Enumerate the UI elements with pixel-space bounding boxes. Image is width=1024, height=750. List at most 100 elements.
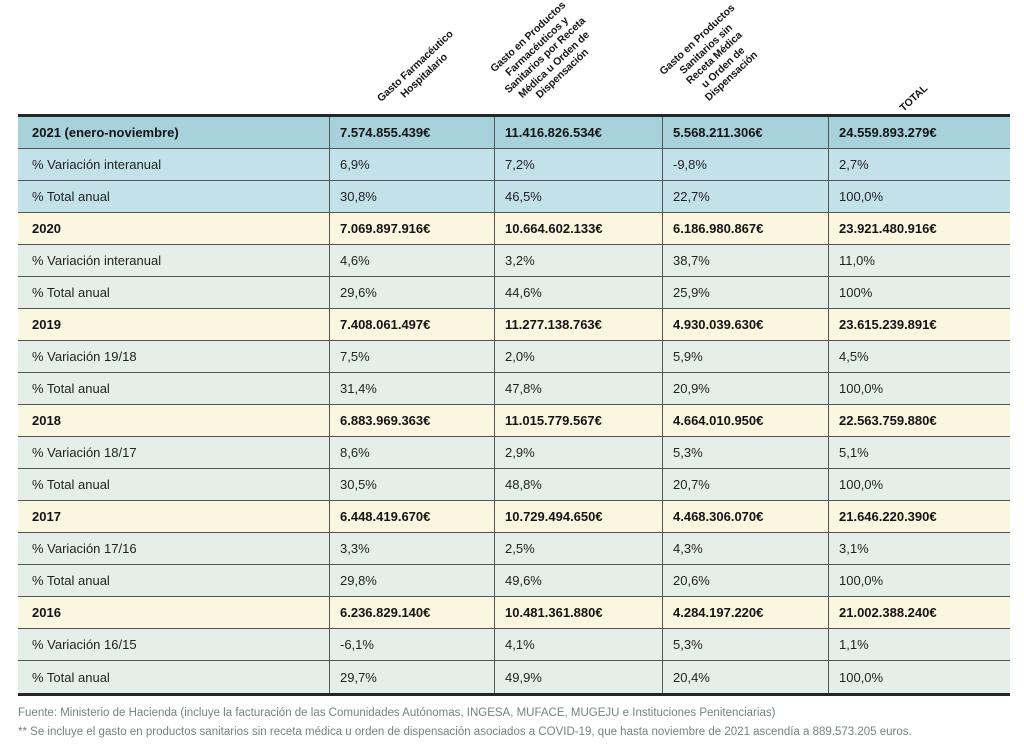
- cell-value: 20,7%: [662, 469, 828, 500]
- cell-value: 8,6%: [329, 437, 494, 468]
- row-label: % Total anual: [18, 565, 329, 596]
- row-label: % Variación 17/16: [18, 533, 329, 564]
- cell-value: 4.930.039.630€: [662, 309, 828, 340]
- cell-value: 11,0%: [828, 245, 1010, 276]
- data-row: % Variación 18/17 8,6% 2,9% 5,3% 5,1%: [18, 437, 1010, 469]
- cell-value: 2,7%: [828, 149, 1010, 180]
- row-label: % Total anual: [18, 277, 329, 308]
- cell-value: 6.883.969.363€: [329, 405, 494, 436]
- column-header-gasto-productos-sanitarios-sin-receta: Gasto en Productos Sanitarios sin Receta M…: [657, 1, 761, 104]
- cell-value: 22.563.759.880€: [828, 405, 1010, 436]
- row-label: 2016: [18, 597, 329, 628]
- cell-value: 38,7%: [662, 245, 828, 276]
- cell-value: 44,6%: [494, 277, 662, 308]
- cell-value: 11.416.826.534€: [494, 117, 662, 148]
- cell-value: 49,6%: [494, 565, 662, 596]
- row-label: % Total anual: [18, 373, 329, 404]
- data-row: % Variación interanual 6,9% 7,2% -9,8% 2,7%: [18, 149, 1010, 181]
- source-note: Fuente: Ministerio de Hacienda (incluye …: [18, 707, 776, 719]
- data-row: % Total anual 30,5% 48,8% 20,7% 100,0%: [18, 469, 1010, 501]
- column-header-gasto-productos-farmaceuticos-con-receta: Gasto en Productos Farmacéuticos y Sanitar…: [488, 0, 592, 101]
- cell-value: 4.284.197.220€: [662, 597, 828, 628]
- cell-value: 20,9%: [662, 373, 828, 404]
- cell-value: 5.568.211.306€: [662, 117, 828, 148]
- cell-value: 6.186.980.867€: [662, 213, 828, 244]
- row-label: % Variación 19/18: [18, 341, 329, 372]
- cell-value: 11.277.138.763€: [494, 309, 662, 340]
- cell-value: 11.015.779.567€: [494, 405, 662, 436]
- row-label: 2019: [18, 309, 329, 340]
- cell-value: 20,6%: [662, 565, 828, 596]
- cell-value: 46,5%: [494, 181, 662, 212]
- covid-note: ** Se incluye el gasto en productos sani…: [18, 726, 912, 738]
- cell-value: 100,0%: [828, 373, 1010, 404]
- cell-value: 5,3%: [662, 437, 828, 468]
- cell-value: 100,0%: [828, 661, 1010, 693]
- cell-value: 100,0%: [828, 469, 1010, 500]
- cell-value: 21.646.220.390€: [828, 501, 1010, 532]
- data-row: % Variación 17/16 3,3% 2,5% 4,3% 3,1%: [18, 533, 1010, 565]
- cell-value: 29,7%: [329, 661, 494, 693]
- cell-value: -6,1%: [329, 629, 494, 660]
- row-label: % Variación interanual: [18, 245, 329, 276]
- data-row: % Total anual 31,4% 47,8% 20,9% 100,0%: [18, 373, 1010, 405]
- cell-value: 47,8%: [494, 373, 662, 404]
- cell-value: 100%: [828, 277, 1010, 308]
- cell-value: 4,5%: [828, 341, 1010, 372]
- data-row: % Variación interanual 4,6% 3,2% 38,7% 11,0%: [18, 245, 1010, 277]
- cell-value: 7,5%: [329, 341, 494, 372]
- cell-value: 3,1%: [828, 533, 1010, 564]
- cell-value: 7.574.855.439€: [329, 117, 494, 148]
- column-header-total: TOTAL: [897, 81, 931, 114]
- year-row: 2018 6.883.969.363€ 11.015.779.567€ 4.664.0…: [18, 405, 1010, 437]
- cell-value: 4,3%: [662, 533, 828, 564]
- cell-value: 23.921.480.916€: [828, 213, 1010, 244]
- cell-value: 29,6%: [329, 277, 494, 308]
- cell-value: 6,9%: [329, 149, 494, 180]
- column-header-gasto-farmaceutico-hospitalario: Gasto Farmacéutico Hospitalario: [374, 28, 456, 105]
- data-table: 2021 (enero-noviembre) 7.574.855.439€ 11.4…: [18, 114, 1010, 696]
- cell-value: 21.002.388.240€: [828, 597, 1010, 628]
- cell-value: -9,8%: [662, 149, 828, 180]
- cell-value: 31,4%: [329, 373, 494, 404]
- cell-value: 2,9%: [494, 437, 662, 468]
- row-label: % Variación 16/15: [18, 629, 329, 660]
- cell-value: 10.481.361.880€: [494, 597, 662, 628]
- cell-value: 5,1%: [828, 437, 1010, 468]
- cell-value: 7,2%: [494, 149, 662, 180]
- cell-value: 4.468.306.070€: [662, 501, 828, 532]
- row-label: 2018: [18, 405, 329, 436]
- year-row: 2020 7.069.897.916€ 10.664.602.133€ 6.186.9…: [18, 213, 1010, 245]
- cell-value: 3,2%: [494, 245, 662, 276]
- cell-value: 1,1%: [828, 629, 1010, 660]
- cell-value: 100,0%: [828, 181, 1010, 212]
- year-row: 2021 (enero-noviembre) 7.574.855.439€ 11.4…: [18, 117, 1010, 149]
- cell-value: 10.729.494.650€: [494, 501, 662, 532]
- cell-value: 3,3%: [329, 533, 494, 564]
- cell-value: 24.559.893.279€: [828, 117, 1010, 148]
- row-label: % Total anual: [18, 469, 329, 500]
- cell-value: 4.664.010.950€: [662, 405, 828, 436]
- cell-value: 30,8%: [329, 181, 494, 212]
- cell-value: 20,4%: [662, 661, 828, 693]
- data-row: % Variación 16/15 -6,1% 4,1% 5,3% 1,1%: [18, 629, 1010, 661]
- data-row: % Variación 19/18 7,5% 2,0% 5,9% 4,5%: [18, 341, 1010, 373]
- row-label: % Total anual: [18, 181, 329, 212]
- row-label: % Variación interanual: [18, 149, 329, 180]
- cell-value: 6.448.419.670€: [329, 501, 494, 532]
- year-row: 2016 6.236.829.140€ 10.481.361.880€ 4.284.1…: [18, 597, 1010, 629]
- data-row: % Total anual 29,7% 49,9% 20,4% 100,0%: [18, 661, 1010, 693]
- cell-value: 23.615.239.891€: [828, 309, 1010, 340]
- footer-notes: Fuente: Ministerio de Hacienda (incluye …: [18, 704, 1013, 742]
- cell-value: 2,5%: [494, 533, 662, 564]
- cell-value: 10.664.602.133€: [494, 213, 662, 244]
- row-label: 2017: [18, 501, 329, 532]
- cell-value: 6.236.829.140€: [329, 597, 494, 628]
- year-row: 2017 6.448.419.670€ 10.729.494.650€ 4.468.3…: [18, 501, 1010, 533]
- row-label: 2020: [18, 213, 329, 244]
- cell-value: 22,7%: [662, 181, 828, 212]
- column-headers: Gasto Farmacéutico Hospitalario Gasto en P…: [0, 0, 1024, 114]
- cell-value: 30,5%: [329, 469, 494, 500]
- cell-value: 100,0%: [828, 565, 1010, 596]
